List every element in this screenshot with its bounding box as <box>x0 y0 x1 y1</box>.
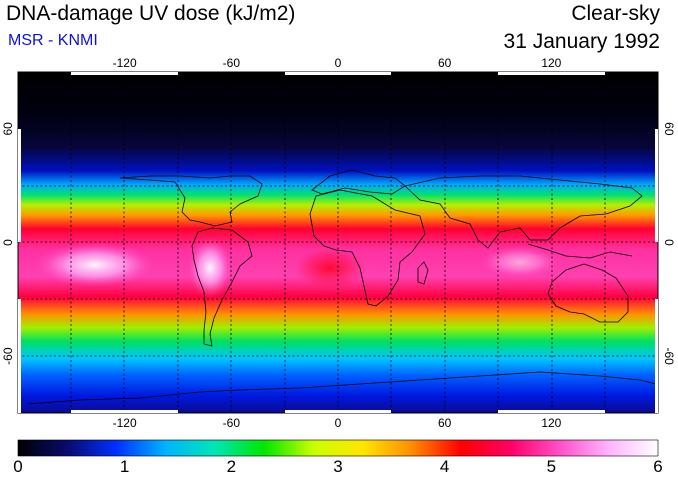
colorbar-label: 0 <box>13 457 23 476</box>
colorbar <box>17 439 659 457</box>
source-label: MSR - KNMI <box>8 32 98 49</box>
sky-condition-label: Clear-sky <box>571 2 660 25</box>
lat-tick-left: 0 <box>1 239 15 246</box>
colorbar-label: 5 <box>546 457 557 476</box>
coast-antarctica <box>27 371 657 405</box>
lon-tick-top: 0 <box>335 56 342 70</box>
lon-tick-bottom: 120 <box>541 416 561 430</box>
coast-north-america <box>119 175 263 227</box>
coast-asia <box>404 175 643 249</box>
colorbar-label: 2 <box>226 457 237 476</box>
graticule <box>18 72 658 413</box>
lon-tick-bottom: -60 <box>223 416 241 430</box>
colorbar-label: 3 <box>333 457 343 476</box>
lat-tick-right: -60 <box>662 347 676 365</box>
map-title: DNA-damage UV dose (kJ/m2) <box>6 2 296 25</box>
lat-tick-left: -60 <box>1 347 15 365</box>
lon-tick-top: 120 <box>541 56 561 70</box>
lon-tick-top: -120 <box>113 56 137 70</box>
lat-tick-right: 60 <box>662 122 676 136</box>
hotspot-andes <box>188 238 232 298</box>
cloud-band-atlantic <box>295 248 365 288</box>
coast-africa <box>309 189 426 307</box>
colorbar-label: 4 <box>439 457 450 476</box>
coast-australia <box>547 263 629 323</box>
colorbar-label: 1 <box>119 457 130 476</box>
lon-tick-bottom: 60 <box>438 416 452 430</box>
coast-madagascar <box>417 261 429 285</box>
colorbar-label: 6 <box>653 457 663 476</box>
hotspot-indian <box>480 246 560 278</box>
lon-tick-bottom: -120 <box>113 416 137 430</box>
lon-tick-bottom: 0 <box>335 416 342 430</box>
lon-tick-top: -60 <box>223 56 241 70</box>
map-frame <box>17 71 659 414</box>
lat-tick-left: 60 <box>1 122 15 136</box>
lat-tick-right: 0 <box>662 239 676 246</box>
coastlines <box>27 169 657 405</box>
coast-indonesia <box>527 243 633 259</box>
hotspot-pacific <box>35 243 155 287</box>
date-label: 31 January 1992 <box>503 30 660 53</box>
lon-tick-top: 60 <box>438 56 452 70</box>
